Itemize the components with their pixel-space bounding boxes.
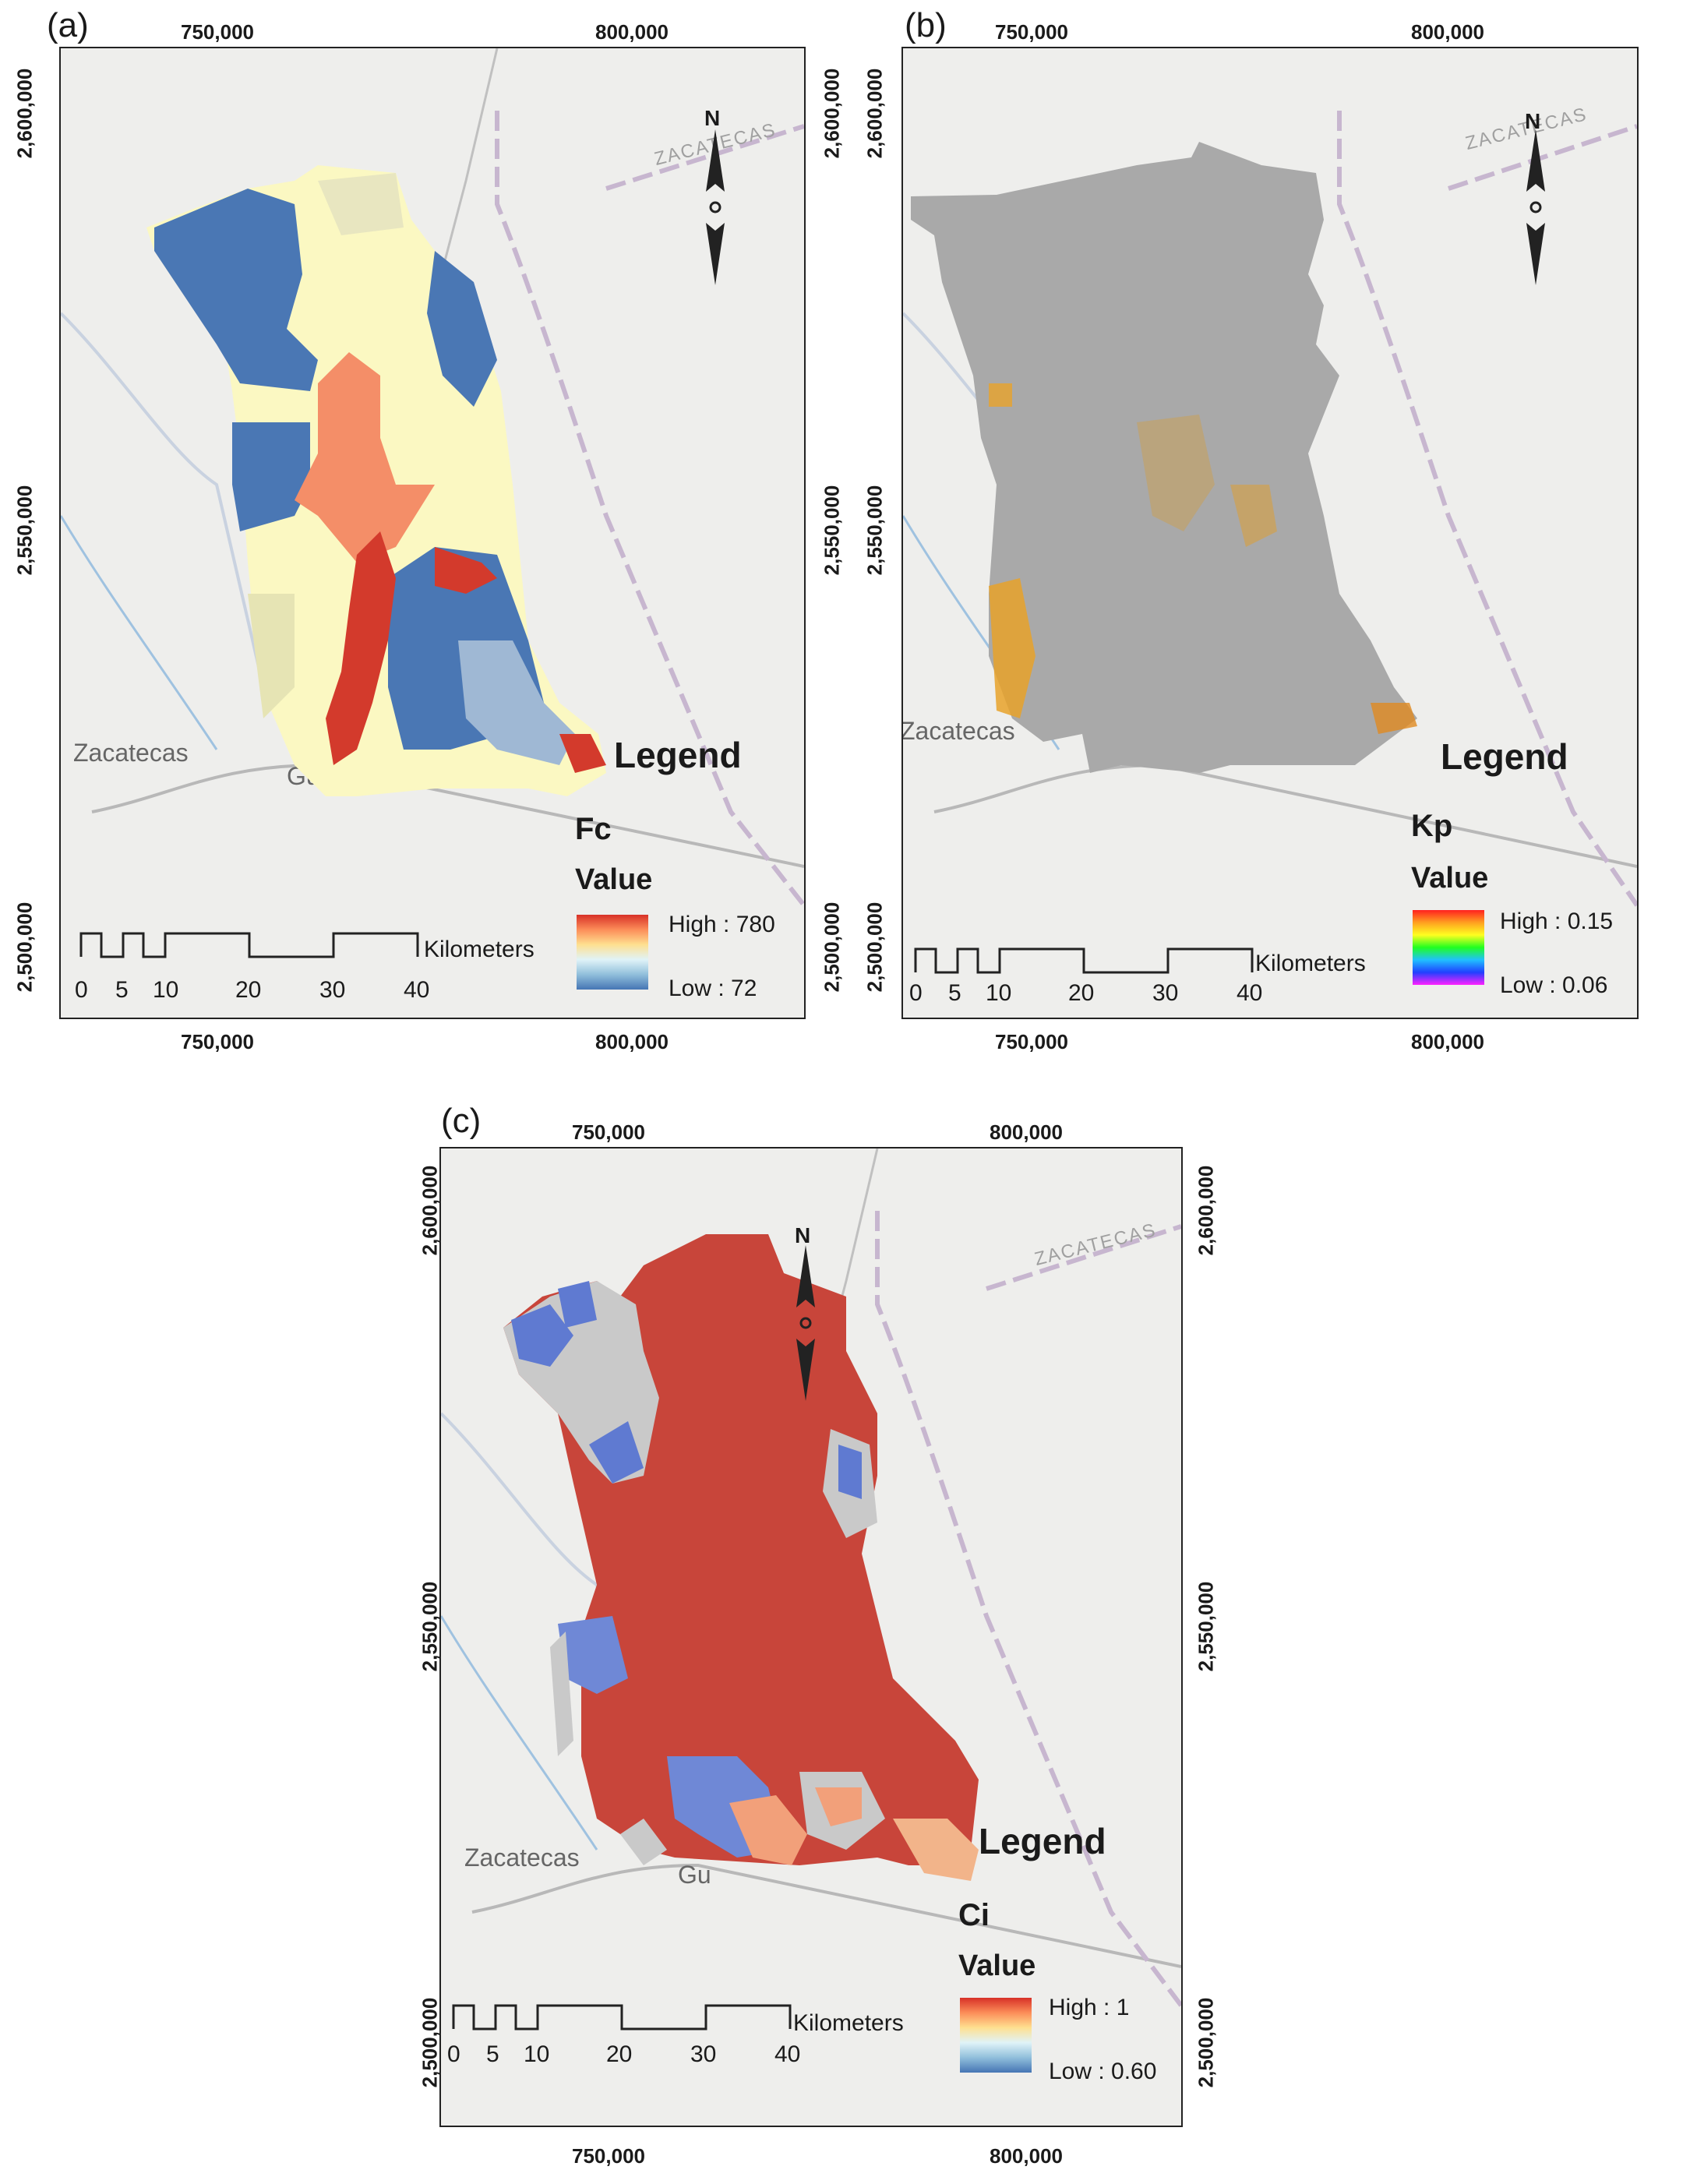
north-label: N	[1525, 109, 1541, 133]
legend-color-ramp	[1413, 910, 1484, 985]
scale-number: 0	[447, 2041, 460, 2067]
y-tick-left: 2,500,000	[12, 901, 37, 993]
scale-bar	[79, 932, 419, 958]
map-panel-c: (c) 750,000 800,000 750,000 800,000 2,60…	[374, 1091, 1293, 2182]
y-tick-right: 2,600,000	[820, 68, 844, 159]
legend-low: Low : 0.06	[1500, 972, 1608, 998]
x-tick-top: 750,000	[181, 20, 254, 44]
basemap	[61, 48, 804, 907]
scale-number: 30	[690, 2041, 717, 2067]
x-tick-bottom: 750,000	[181, 1030, 254, 1053]
legend-high: High : 1	[1049, 1995, 1130, 2020]
legend-color-ramp	[577, 915, 648, 990]
scale-number: 5	[115, 977, 129, 1003]
scale-number: 20	[1068, 980, 1095, 1006]
map-panel-a: (a) 750,000 800,000 750,000 800,000 2,60…	[0, 0, 848, 1083]
legend-variable: Kp	[1411, 809, 1453, 843]
north-arrow-icon	[706, 129, 725, 285]
y-tick-right: 2,500,000	[1194, 1997, 1218, 2088]
legend-high: High : 0.15	[1500, 909, 1614, 934]
y-tick-right: 2,500,000	[820, 901, 844, 993]
scale-number: 40	[404, 977, 430, 1003]
city-label: Zacatecas	[464, 1844, 580, 1872]
y-tick-left: 2,550,000	[863, 485, 887, 576]
y-tick-left: 2,550,000	[418, 1581, 442, 1672]
map-frame: ZACATECAS Zacatecas Gu N Legend	[439, 1147, 1183, 2127]
scale-unit: Kilometers	[1255, 951, 1366, 976]
north-arrow-icon	[1526, 129, 1545, 285]
scale-number: 5	[948, 980, 961, 1006]
scale-number: 10	[986, 980, 1012, 1006]
scale-number: 0	[909, 980, 923, 1006]
legend-color-ramp	[960, 1998, 1032, 2073]
map-panel-b: (b) 750,000 800,000 750,000 800,000 2,60…	[848, 0, 1697, 1083]
north-arrow-icon	[796, 1245, 815, 1401]
panel-label: (a)	[47, 6, 89, 44]
town-label: Gu	[678, 1861, 711, 1889]
scale-number: 0	[75, 977, 88, 1003]
north-label: N	[795, 1223, 811, 1247]
scale-number: 40	[774, 2041, 801, 2067]
y-tick-left: 2,500,000	[863, 901, 887, 993]
legend-value-header: Value	[958, 1949, 1036, 1982]
legend-high: High : 780	[669, 912, 775, 937]
scale-number: 10	[524, 2041, 550, 2067]
x-tick-bottom: 750,000	[995, 1030, 1068, 1053]
map-frame: ZACATECAS Zacatecas Gu N Legend Fc Value	[59, 47, 806, 1019]
x-tick-top: 800,000	[595, 20, 669, 44]
city-label: Zacatecas	[73, 739, 189, 767]
fc-raster	[146, 165, 606, 796]
legend-title: Legend	[614, 735, 742, 775]
panel-label: (b)	[905, 6, 947, 44]
legend-value-header: Value	[1411, 862, 1489, 894]
scale-number: 40	[1237, 980, 1263, 1006]
legend-low: Low : 0.60	[1049, 2059, 1157, 2084]
legend-low: Low : 72	[669, 976, 757, 1001]
legend-variable: Fc	[575, 812, 612, 846]
scale-number: 30	[1152, 980, 1179, 1006]
scale-bar	[452, 2004, 792, 2031]
y-tick-right: 2,550,000	[1194, 1581, 1218, 1672]
panel-label: (c)	[441, 1102, 482, 1140]
x-tick-top: 800,000	[990, 1120, 1063, 1144]
y-tick-left: 2,600,000	[863, 68, 887, 159]
legend-title: Legend	[979, 1821, 1106, 1861]
x-tick-bottom: 800,000	[990, 2144, 1063, 2168]
ci-raster	[503, 1234, 979, 1881]
scale-number: 5	[486, 2041, 499, 2067]
scale-bar	[914, 947, 1254, 974]
y-tick-left: 2,600,000	[12, 68, 37, 159]
legend-title: Legend	[1441, 736, 1568, 777]
x-tick-top: 800,000	[1411, 20, 1484, 44]
y-tick-left: 2,550,000	[12, 485, 37, 576]
y-tick-left: 2,500,000	[418, 1997, 442, 2088]
x-tick-bottom: 800,000	[595, 1030, 669, 1053]
y-tick-right: 2,600,000	[1194, 1165, 1218, 1256]
y-tick-left: 2,600,000	[418, 1165, 442, 1256]
city-label: Zacatecas	[901, 717, 1015, 745]
scale-number: 10	[153, 977, 179, 1003]
x-tick-bottom: 750,000	[572, 2144, 645, 2168]
scale-number: 20	[235, 977, 262, 1003]
scale-number: 30	[319, 977, 346, 1003]
x-tick-bottom: 800,000	[1411, 1030, 1484, 1053]
legend-variable: Ci	[958, 1898, 990, 1932]
scale-unit: Kilometers	[424, 937, 535, 962]
y-tick-right: 2,550,000	[820, 485, 844, 576]
legend-value-header: Value	[575, 863, 653, 896]
north-label: N	[704, 106, 721, 130]
map-frame: ZACATECAS Zacatecas Gu N Legend Kp Value…	[901, 47, 1639, 1019]
scale-number: 20	[606, 2041, 633, 2067]
x-tick-top: 750,000	[572, 1120, 645, 1144]
x-tick-top: 750,000	[995, 20, 1068, 44]
kp-raster	[911, 142, 1417, 773]
scale-unit: Kilometers	[793, 2010, 904, 2036]
